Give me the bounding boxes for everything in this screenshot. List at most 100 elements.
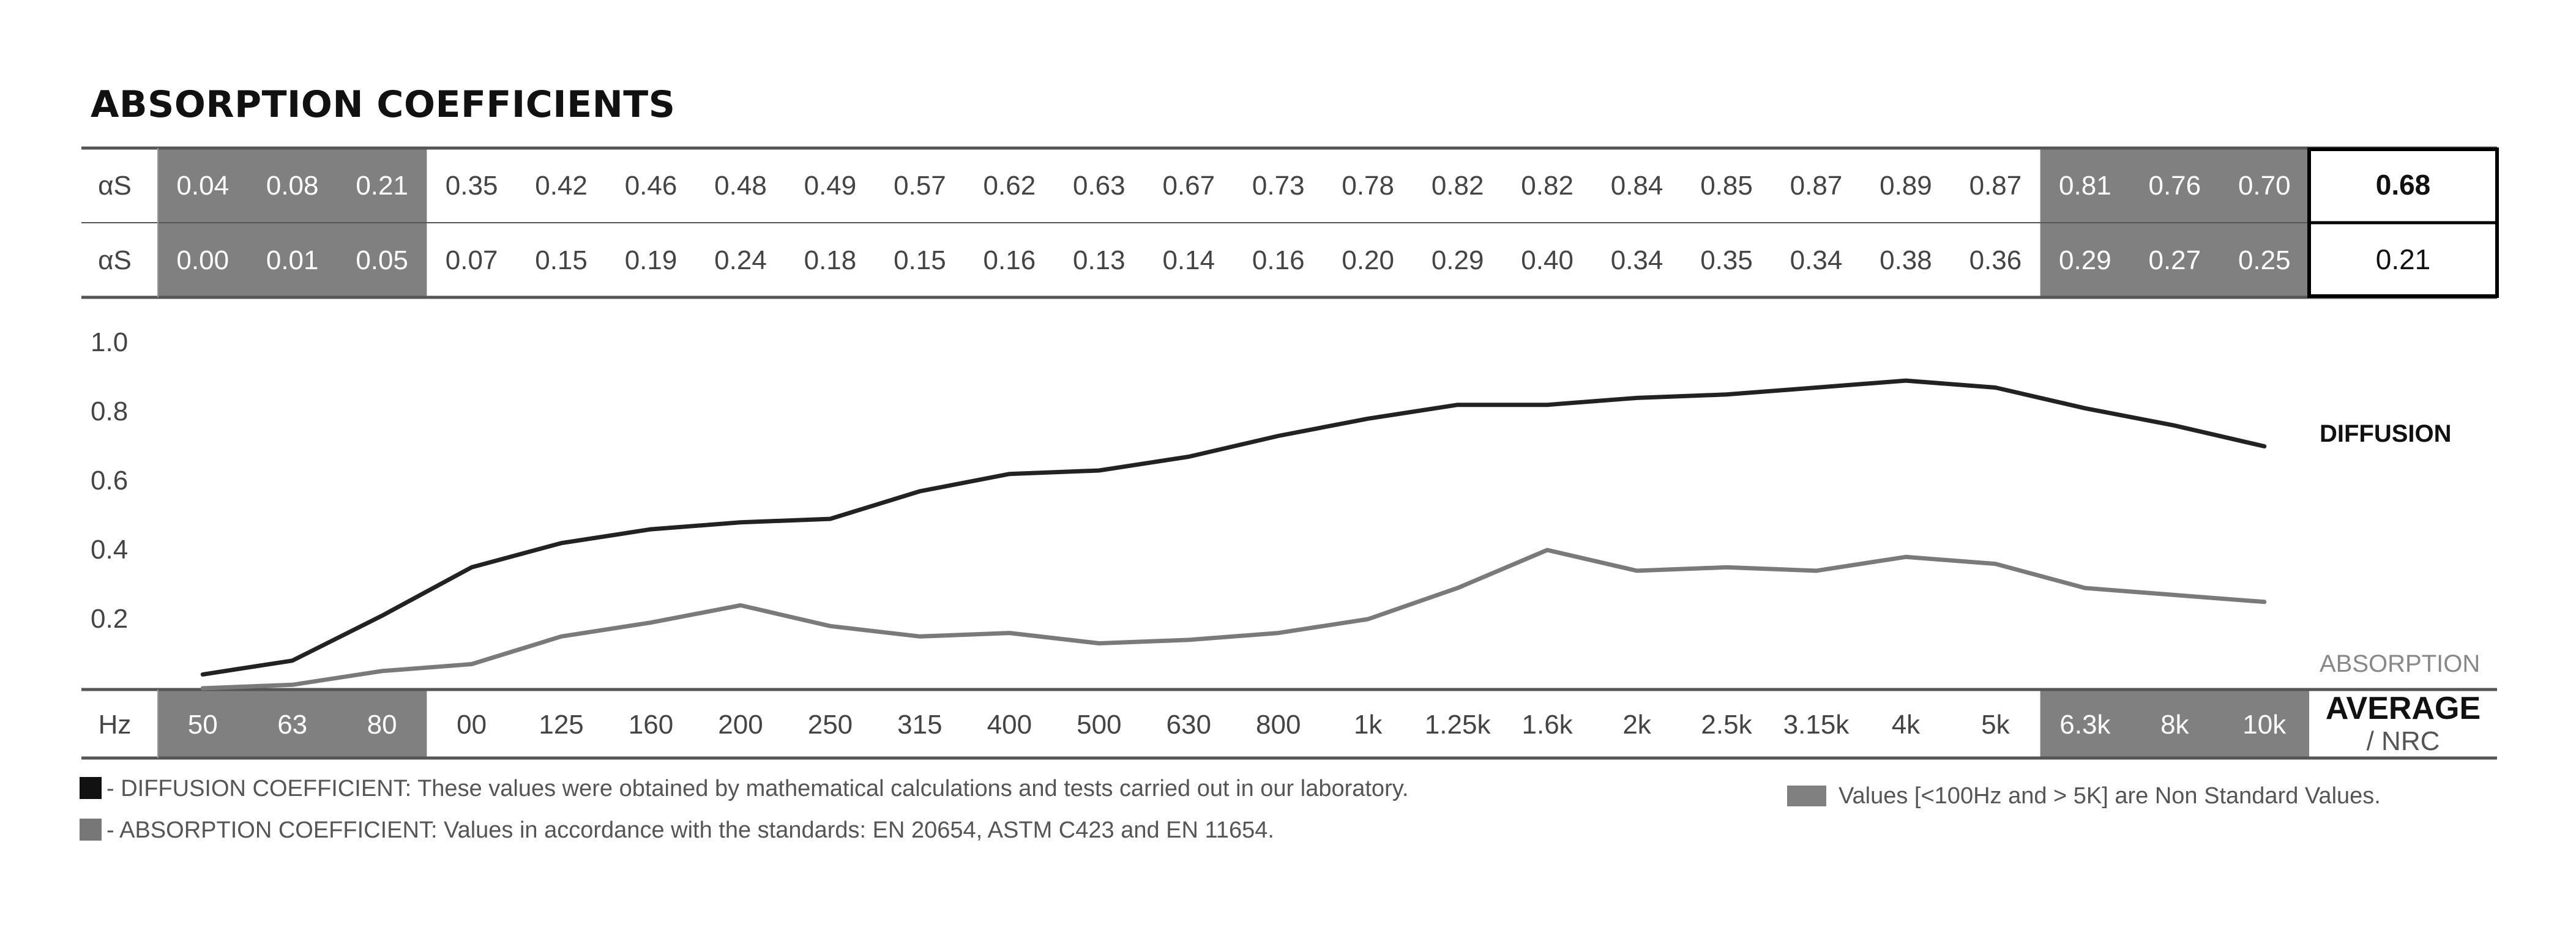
y-tick-3: 0.8 (91, 396, 128, 426)
x-tick-3: 00 (457, 710, 487, 740)
average-label: AVERAGE (2326, 691, 2481, 726)
y-tick-1: 0.4 (91, 535, 128, 565)
row-value-1-9: 0.16 (984, 245, 1036, 275)
x-tick-0: 50 (188, 710, 218, 740)
x-tick-15: 1.6k (1522, 710, 1574, 740)
row-value-1-23: 0.25 (2238, 245, 2291, 275)
row-value-1-13: 0.20 (1342, 245, 1394, 275)
non-standard-note: Values [<100Hz and > 5K] are Non Standar… (1787, 783, 2381, 809)
diffusion-note: - DIFFUSION COEFFICIENT: These values we… (80, 776, 1408, 802)
y-tick-4: 1.0 (91, 327, 128, 357)
diffusion-note-text: - DIFFUSION COEFFICIENT: These values we… (106, 776, 1409, 801)
x-tick-12: 800 (1256, 710, 1301, 740)
x-tick-10: 500 (1077, 710, 1121, 740)
row-value-0-20: 0.87 (1969, 171, 2022, 201)
row-value-1-20: 0.36 (1969, 245, 2022, 275)
absorption-note-text: - ABSORPTION COEFFICIENT: Values in acco… (106, 817, 1274, 843)
x-axis-label: Hz (99, 710, 132, 740)
row-value-0-19: 0.89 (1880, 171, 1932, 201)
row-value-0-22: 0.76 (2148, 171, 2201, 201)
row-value-1-18: 0.34 (1790, 245, 1843, 275)
x-tick-6: 200 (718, 710, 763, 740)
table-rule-0 (81, 146, 2497, 150)
row-value-0-7: 0.49 (804, 171, 857, 201)
x-tick-22: 8k (2160, 710, 2189, 740)
non-standard-shade-2-0 (158, 690, 427, 758)
non-standard-note-text: Values [<100Hz and > 5K] are Non Standar… (1839, 783, 2381, 809)
x-tick-13: 1k (1354, 710, 1383, 740)
row-value-1-1: 0.01 (266, 245, 319, 275)
x-tick-16: 2k (1622, 710, 1651, 740)
x-tick-21: 6.3k (2059, 710, 2111, 740)
series-label-absorption: ABSORPTION (2320, 650, 2480, 677)
non-standard-shade-0-0 (158, 148, 427, 223)
row-value-0-3: 0.35 (446, 171, 498, 201)
row-value-1-5: 0.19 (625, 245, 678, 275)
row-value-1-21: 0.29 (2059, 245, 2111, 275)
table-rule-2 (81, 296, 2497, 299)
row-value-0-17: 0.85 (1700, 171, 1753, 201)
row-value-1-12: 0.16 (1252, 245, 1305, 275)
x-tick-14: 1.25k (1425, 710, 1491, 740)
chart-title: ABSORPTION COEFFICIENTS (91, 83, 676, 126)
row-value-1-4: 0.15 (535, 245, 588, 275)
non-standard-shade-0-1 (2040, 148, 2309, 223)
row-value-0-11: 0.67 (1162, 171, 1215, 201)
x-tick-20: 5k (1981, 710, 2010, 740)
y-tick-0: 0.2 (91, 604, 128, 634)
non-standard-shade-1-1 (2040, 223, 2309, 297)
non-standard-shade-1-0 (158, 223, 427, 297)
row-value-0-9: 0.62 (984, 171, 1036, 201)
row-value-0-13: 0.78 (1342, 171, 1394, 201)
x-tick-4: 125 (539, 710, 583, 740)
x-tick-8: 315 (897, 710, 942, 740)
row-value-1-11: 0.14 (1162, 245, 1215, 275)
row-value-1-22: 0.27 (2148, 245, 2201, 275)
row-value-0-10: 0.63 (1073, 171, 1126, 201)
row-value-1-14: 0.29 (1432, 245, 1484, 275)
series-line-diffusion (200, 378, 2267, 677)
diffusion-swatch-icon (80, 777, 102, 799)
x-tick-19: 4k (1892, 710, 1921, 740)
row-value-1-0: 0.00 (176, 245, 229, 275)
row-value-1-8: 0.15 (894, 245, 946, 275)
x-tick-2: 80 (367, 710, 397, 740)
row-label-1: αS (98, 245, 132, 275)
table-rule-3 (81, 688, 2497, 691)
row-value-0-1: 0.08 (266, 171, 319, 201)
y-tick-2: 0.6 (91, 466, 128, 496)
row-value-1-7: 0.18 (804, 245, 857, 275)
row-value-1-16: 0.34 (1611, 245, 1663, 275)
series-label-diffusion: DIFFUSION (2320, 420, 2452, 447)
row-value-0-0: 0.04 (176, 171, 229, 201)
average-value-0: 0.68 (2376, 169, 2431, 201)
row-value-1-6: 0.24 (714, 245, 767, 275)
row-value-1-10: 0.13 (1073, 245, 1126, 275)
table-rule-1 (81, 222, 2497, 223)
absorption-swatch-icon (80, 819, 102, 841)
row-value-1-17: 0.35 (1700, 245, 1753, 275)
row-value-0-2: 0.21 (356, 171, 408, 201)
row-label-0: αS (98, 171, 132, 201)
x-tick-9: 400 (987, 710, 1032, 740)
x-tick-7: 250 (808, 710, 853, 740)
row-value-0-6: 0.48 (714, 171, 767, 201)
x-tick-1: 63 (277, 710, 307, 740)
row-value-0-16: 0.84 (1611, 171, 1663, 201)
row-value-0-21: 0.81 (2059, 171, 2111, 201)
row-value-0-15: 0.82 (1521, 171, 1574, 201)
average-value-1: 0.21 (2376, 243, 2431, 275)
absorption-note: - ABSORPTION COEFFICIENT: Values in acco… (80, 817, 1274, 844)
series-line-absorption (200, 548, 2267, 691)
x-tick-5: 160 (629, 710, 673, 740)
row-value-1-2: 0.05 (356, 245, 408, 275)
row-value-1-15: 0.40 (1521, 245, 1574, 275)
row-value-0-23: 0.70 (2238, 171, 2291, 201)
x-tick-18: 3.15k (1783, 710, 1850, 740)
nrc-label: / NRC (2367, 726, 2440, 756)
row-value-0-8: 0.57 (894, 171, 946, 201)
non-standard-swatch-icon (1787, 786, 1826, 806)
table-rule-4 (81, 756, 2497, 760)
